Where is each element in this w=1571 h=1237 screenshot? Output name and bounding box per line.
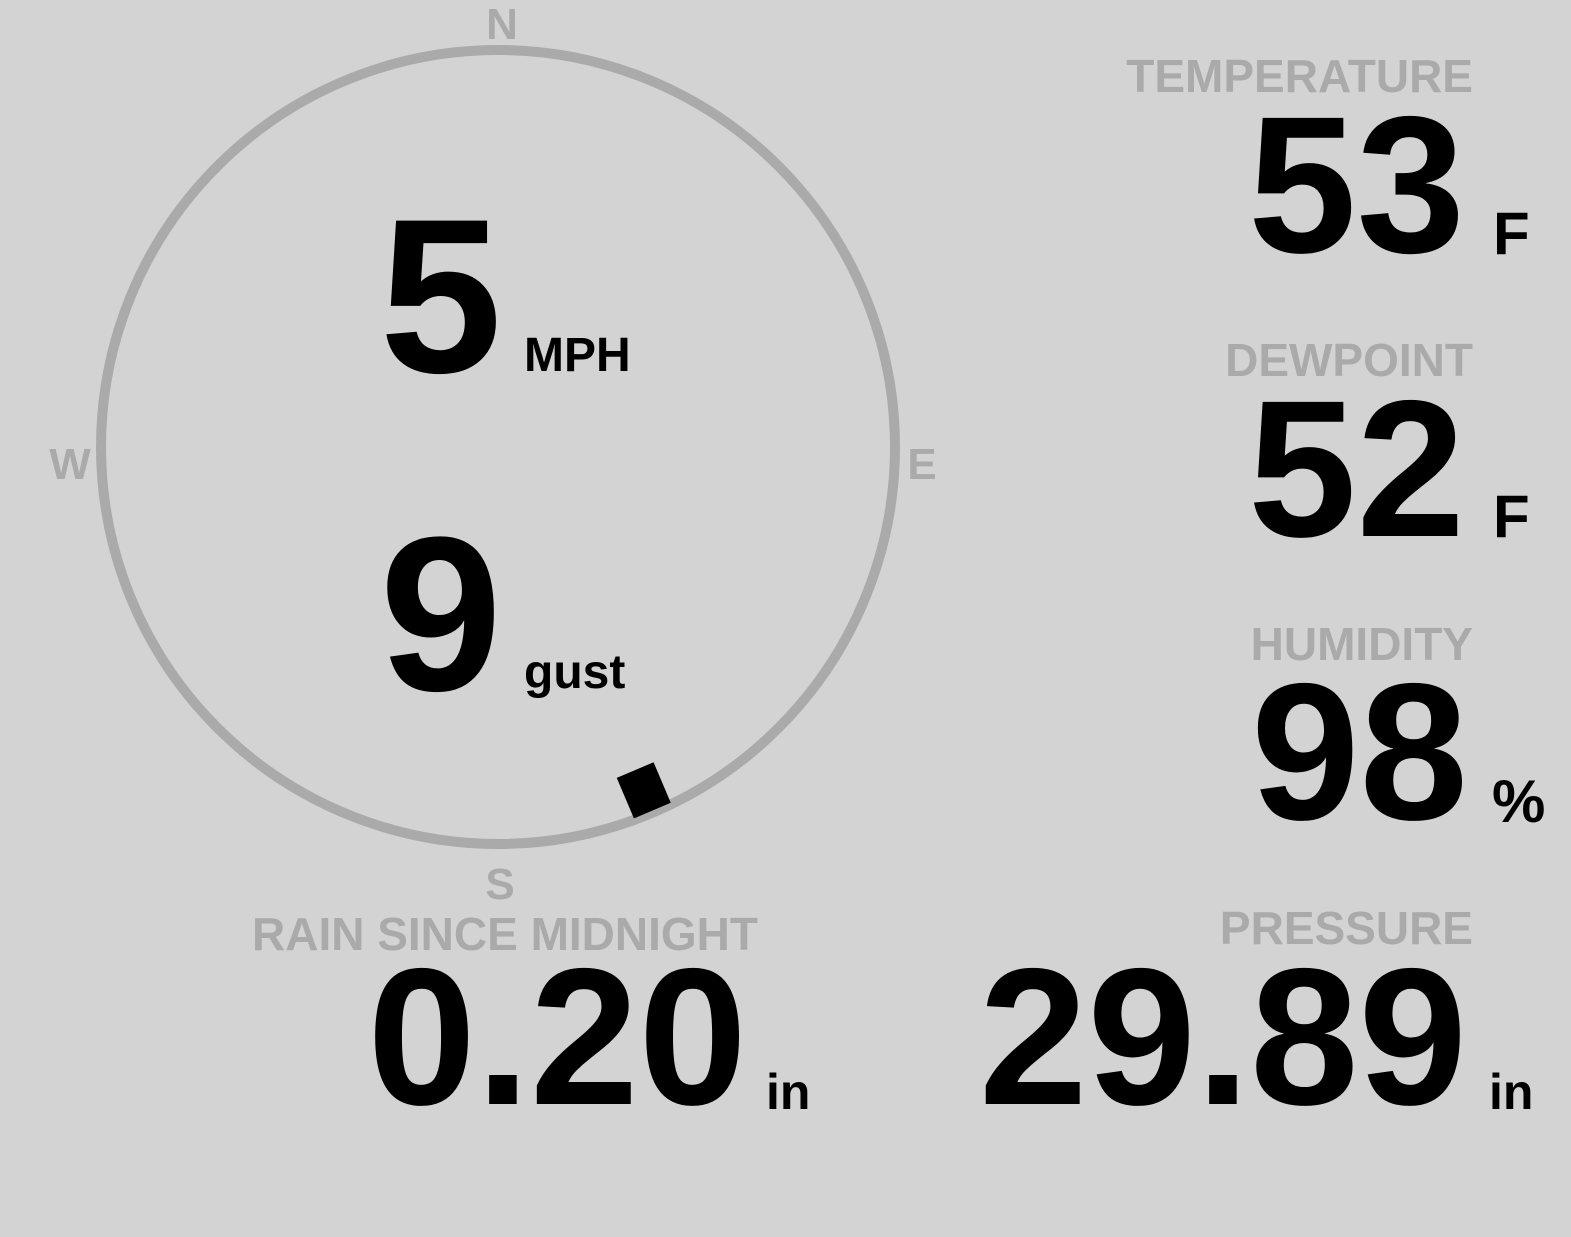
compass-ring [96,45,900,849]
wind-gust-unit: gust [524,646,626,699]
rain-label: RAIN SINCE MIDNIGHT [252,908,758,960]
temperature-value: 53 [1248,76,1465,294]
pressure-value: 29.89 [979,928,1467,1146]
pressure-unit: in [1489,1064,1534,1120]
humidity-unit: % [1492,768,1546,835]
temperature-label: TEMPERATURE [1126,50,1473,102]
wind-direction-marker [616,762,671,819]
compass-west: W [49,440,91,489]
compass-south: S [485,860,515,909]
wind-speed-unit: MPH [524,329,631,382]
wind-gust-value: 9 [379,491,502,737]
humidity-value: 98 [1251,643,1468,861]
dewpoint-value: 52 [1248,360,1465,578]
compass-east: E [907,440,937,489]
rain-unit: in [766,1064,811,1120]
wind-speed-value: 5 [379,173,502,419]
compass-north: N [486,0,518,49]
humidity-label: HUMIDITY [1250,618,1473,670]
temperature-unit: F [1493,200,1530,267]
rain-value: 0.20 [367,928,747,1146]
dewpoint-label: DEWPOINT [1225,334,1473,386]
dewpoint-unit: F [1493,483,1530,550]
pressure-label: PRESSURE [1219,902,1473,954]
